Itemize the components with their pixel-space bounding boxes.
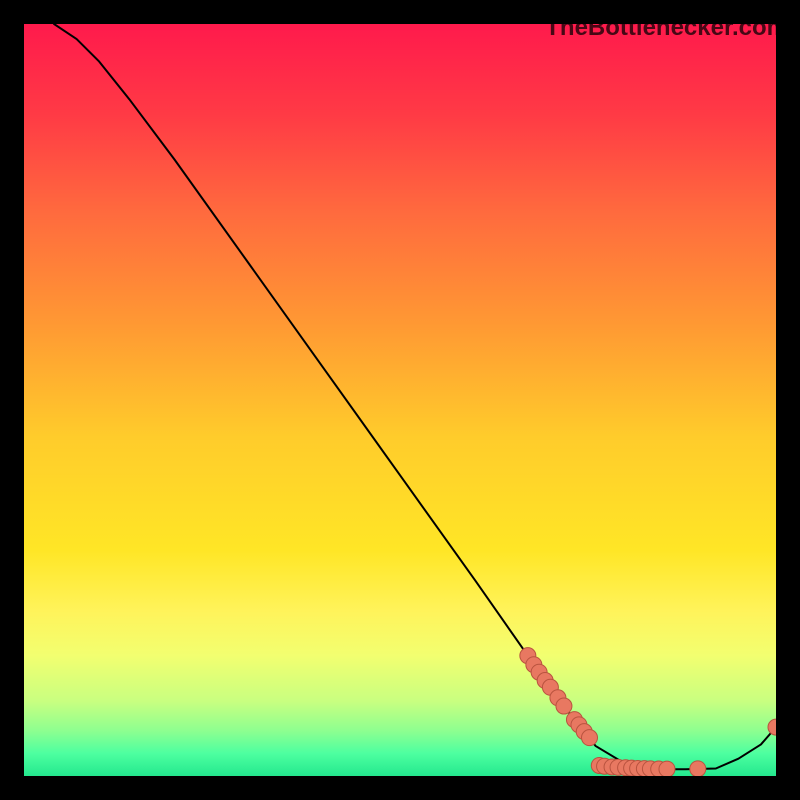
chart-svg (0, 0, 800, 800)
chart-container: TheBottlenecker.com (0, 0, 800, 800)
data-marker (556, 698, 572, 714)
data-marker (582, 730, 598, 746)
plot-background-gradient (24, 24, 776, 776)
data-marker (690, 761, 706, 777)
data-marker (659, 761, 675, 777)
